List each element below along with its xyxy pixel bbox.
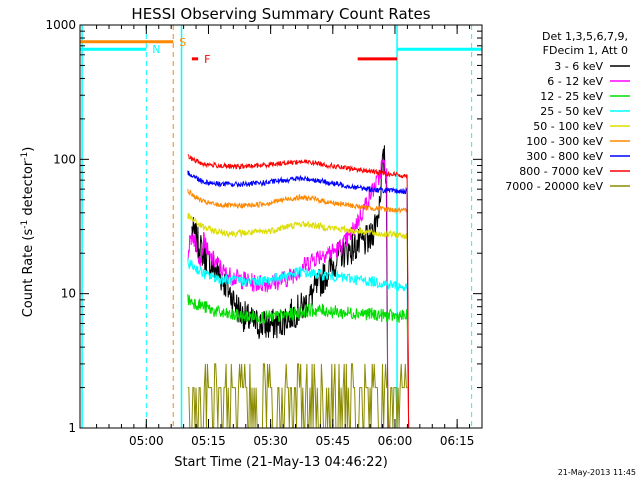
series-line [187,212,410,428]
series-line [187,294,410,428]
legend-entry-label: 3 - 6 keV [554,60,603,73]
state-bar-label: F [204,53,210,66]
footer-timestamp: 21-May-2013 11:45 [558,468,636,477]
x-tick-label: 05:30 [253,434,288,448]
legend-entry-label: 25 - 50 keV [540,105,603,118]
y-tick-label: 10 [61,287,76,301]
legend-entry-label: 50 - 100 keV [533,120,603,133]
x-axis-label: Start Time (21-May-13 04:46:22) [174,455,388,470]
legend-entry-label: 12 - 25 keV [540,90,603,103]
series-line [187,363,408,428]
chart-title: HESSI Observing Summary Count Rates [131,5,430,23]
series-line [191,145,389,428]
y-axis-label: Count Rate (s-1 detector-1) [20,147,36,318]
y-tick-label: 1 [68,421,76,435]
series-line [187,170,410,428]
x-tick-label: 06:00 [378,434,413,448]
legend-entry-label: 6 - 12 keV [547,75,603,88]
series-line [187,154,410,428]
series-line [187,188,410,428]
legend-entry-label: 300 - 800 keV [526,150,603,163]
y-tick-label: 100 [53,152,76,166]
state-bar-label: S [179,36,186,49]
series-line [187,158,389,428]
x-tick-label: 05:45 [316,434,351,448]
state-bar-label: N [152,43,160,56]
x-tick-label: 06:15 [440,434,475,448]
plot-frame [79,24,483,429]
x-tick-label: 05:00 [129,434,164,448]
y-tick-label: 1000 [45,18,76,32]
legend-header-line-2: FDecim 1, Att 0 [543,44,628,57]
legend-header-line-1: Det 1,3,5,6,7,9, [542,30,628,43]
x-tick-label: 05:15 [191,434,226,448]
series-line [187,257,410,428]
legend-entry-label: 100 - 300 keV [526,135,603,148]
legend-entry-label: 7000 - 20000 keV [505,180,603,193]
legend-entry-label: 800 - 7000 keV [519,165,603,178]
